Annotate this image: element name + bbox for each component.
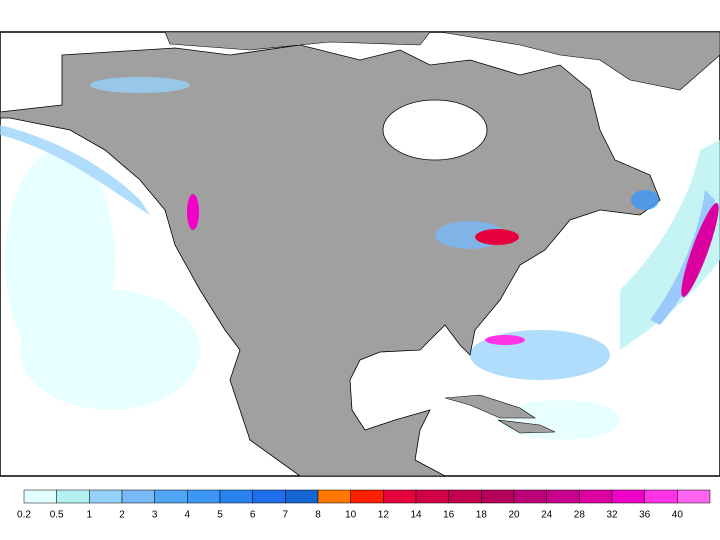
colorbar-swatch — [219, 489, 253, 504]
precip-area — [90, 77, 190, 93]
hispaniola — [497, 419, 556, 434]
arctic-islands — [164, 31, 431, 51]
colorbar-label: 8 — [315, 510, 321, 521]
precip-core — [681, 202, 719, 298]
colorbar-label: 20 — [508, 510, 520, 521]
colorbar-swatch — [579, 489, 613, 504]
precip-core — [485, 335, 525, 345]
greenland — [439, 31, 720, 91]
hudson-bay — [382, 99, 488, 161]
precip-band — [650, 190, 715, 325]
colorbar-swatch — [481, 489, 515, 504]
colorbar-swatch — [611, 489, 645, 504]
precip-area — [20, 290, 200, 410]
colorbar-swatch — [23, 489, 57, 504]
ocean-precip — [0, 125, 720, 440]
colorbar-label: 10 — [345, 510, 357, 521]
colorbar-swatch — [56, 489, 90, 504]
north-america — [0, 44, 661, 477]
land-precip — [90, 77, 719, 345]
colorbar-swatch — [187, 489, 221, 504]
colorbar-swatch — [317, 489, 351, 504]
colorbar-label: 6 — [250, 510, 256, 521]
colorbar-label: 18 — [476, 510, 488, 521]
colorbar-swatch — [383, 489, 417, 504]
colorbar-swatch — [121, 489, 155, 504]
colorbar-label: 0.5 — [50, 510, 64, 521]
colorbar-label: 5 — [217, 510, 223, 521]
precip-core — [475, 229, 519, 245]
colorbar-swatch — [154, 489, 188, 504]
colorbar: 0.2 0.5 1 2 3 4 5 6 7 8 10 12 14 16 18 20 24 28 32 36 40 — [17, 489, 711, 521]
colorbar-swatch — [252, 489, 286, 504]
colorbar-swatch — [285, 489, 319, 504]
precip-core — [187, 194, 199, 230]
colorbar-swatch — [350, 489, 384, 504]
colorbar-label: 3 — [152, 510, 158, 521]
precip-area — [631, 190, 659, 210]
colorbar-label: 1 — [87, 510, 93, 521]
colorbar-label: 32 — [606, 510, 618, 521]
precip-area — [500, 400, 620, 440]
colorbar-label: 36 — [639, 510, 651, 521]
colorbar-label: 0.2 — [17, 510, 31, 521]
colorbar-label: 4 — [185, 510, 191, 521]
colorbar-swatch — [89, 489, 123, 504]
colorbar-label: 24 — [541, 510, 553, 521]
colorbar-label: 2 — [119, 510, 125, 521]
precip-band — [620, 140, 720, 350]
colorbar-swatch — [513, 489, 547, 504]
colorbar-swatch — [415, 489, 449, 504]
cuba — [444, 394, 536, 419]
colorbar-label: 40 — [672, 510, 684, 521]
colorbar-label: 7 — [283, 510, 289, 521]
colorbar-swatch — [677, 489, 711, 504]
precip-band — [0, 125, 150, 215]
colorbar-swatch — [644, 489, 678, 504]
colorbar-label: 28 — [574, 510, 586, 521]
colorbar-swatch — [448, 489, 482, 504]
colorbar-label: 16 — [443, 510, 455, 521]
colorbar-swatch — [546, 489, 580, 504]
colorbar-label: 12 — [378, 510, 390, 521]
colorbar-label: 14 — [410, 510, 422, 521]
